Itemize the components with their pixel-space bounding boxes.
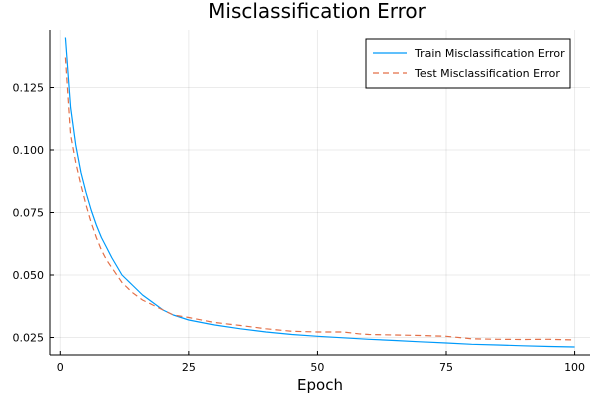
y-tick-label: 0.025 (13, 332, 45, 345)
y-ticks: 0.025 0.050 0.075 0.100 0.125 (13, 82, 54, 345)
legend-label-test: Test Misclassification Error (414, 67, 560, 80)
x-tick-label: 75 (439, 361, 453, 374)
chart-title: Misclassification Error (208, 0, 426, 23)
legend: Train Misclassification Error Test Miscla… (365, 38, 571, 89)
series-line-train (64, 37, 575, 348)
legend-box (365, 38, 571, 89)
x-axis-label: Epoch (297, 376, 343, 394)
x-tick-label: 25 (182, 361, 196, 374)
series-lines (64, 37, 575, 348)
x-ticks: 0 25 50 75 100 (57, 351, 585, 374)
legend-label-train: Train Misclassification Error (414, 47, 565, 60)
x-tick-label: 0 (57, 361, 64, 374)
y-tick-label: 0.050 (13, 269, 45, 282)
x-tick-label: 50 (310, 361, 324, 374)
y-tick-label: 0.125 (13, 82, 45, 95)
axes (49, 30, 590, 356)
y-tick-label: 0.100 (13, 144, 45, 157)
y-tick-label: 0.075 (13, 207, 45, 220)
x-tick-label: 100 (564, 361, 585, 374)
series-line-test (64, 57, 575, 341)
